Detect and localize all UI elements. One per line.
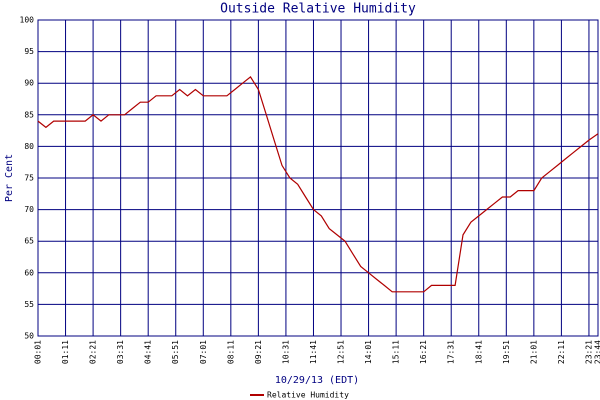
plot-border <box>37 19 599 337</box>
y-tick-label: 55 <box>24 300 34 309</box>
x-tick-label: 08:11 <box>226 340 235 364</box>
x-tick-label: 07:01 <box>199 340 208 364</box>
x-tick-label: 11:41 <box>309 340 318 364</box>
y-tick-label: 100 <box>20 16 35 25</box>
y-tick-label: 70 <box>24 205 34 214</box>
data-line <box>37 76 599 293</box>
y-tick-label: 75 <box>24 174 34 183</box>
y-tick-label: 90 <box>24 79 34 88</box>
y-axis-label: Per Cent <box>4 154 15 202</box>
x-tick-label: 18:41 <box>474 340 483 364</box>
y-tick-label: 50 <box>24 332 34 341</box>
x-tick-label: 02:21 <box>89 340 98 364</box>
x-tick-label: 05:51 <box>171 340 180 364</box>
x-axis-label: 10/29/13 (EDT) <box>275 375 359 386</box>
y-tick-label: 85 <box>24 110 34 119</box>
x-tick-label: 10:31 <box>281 340 290 364</box>
chart-title: Outside Relative Humidity <box>220 2 416 17</box>
x-tick-label: 01:11 <box>61 340 70 364</box>
x-tick-label: 15:11 <box>392 340 401 364</box>
x-tick-label: 23:21 <box>584 340 593 364</box>
y-tick-label: 80 <box>24 142 34 151</box>
x-tick-label: 19:51 <box>502 340 511 364</box>
x-tick-label: 21:01 <box>529 340 538 364</box>
x-tick-label: 17:31 <box>447 340 456 364</box>
x-tick-label: 04:41 <box>144 340 153 364</box>
legend-label: Relative Humidity <box>267 391 349 400</box>
x-tick-label: 14:01 <box>364 340 373 364</box>
x-tick-label: 12:51 <box>337 340 346 364</box>
x-tick-label: 22:11 <box>557 340 566 364</box>
x-tick-label: 09:21 <box>254 340 263 364</box>
x-tick-label: 16:21 <box>419 340 428 364</box>
x-tick-label: 03:31 <box>116 340 125 364</box>
y-tick-label: 95 <box>24 47 34 56</box>
y-tick-label: 65 <box>24 237 34 246</box>
x-tick-label: 00:01 <box>34 340 43 364</box>
y-tick-label: 60 <box>24 268 34 277</box>
x-tick-label: 23:44 <box>594 340 600 364</box>
